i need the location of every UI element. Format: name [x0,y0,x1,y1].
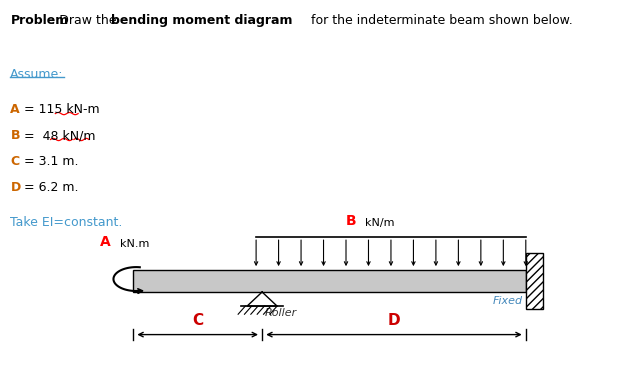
Text: A: A [11,103,20,116]
Text: Fixed: Fixed [493,297,523,307]
Text: B: B [346,214,357,228]
Text: Take EI=constant.: Take EI=constant. [11,216,123,229]
Text: C: C [192,313,203,328]
Text: = 115 kN-m: = 115 kN-m [24,103,100,116]
Text: : Draw the: : Draw the [50,14,120,27]
Text: Roller: Roller [265,308,298,318]
Bar [133,270,526,292]
Text: kN/m: kN/m [365,218,394,228]
Text: bending moment diagram: bending moment diagram [111,14,292,27]
Text: =  48 kN/m: = 48 kN/m [24,129,96,142]
Text: D: D [387,313,400,328]
Text: D: D [11,181,21,194]
Text: A: A [100,235,111,250]
Text: = 3.1 m.: = 3.1 m. [24,155,79,168]
Text: Problem: Problem [11,14,69,27]
Text: B: B [11,129,20,142]
Text: C: C [11,155,19,168]
Text: kN.m: kN.m [120,239,150,250]
Bar [526,253,543,309]
Text: for the indeterminate beam shown below.: for the indeterminate beam shown below. [307,14,573,27]
Text: Assume:: Assume: [11,68,64,81]
Text: = 6.2 m.: = 6.2 m. [24,181,79,194]
